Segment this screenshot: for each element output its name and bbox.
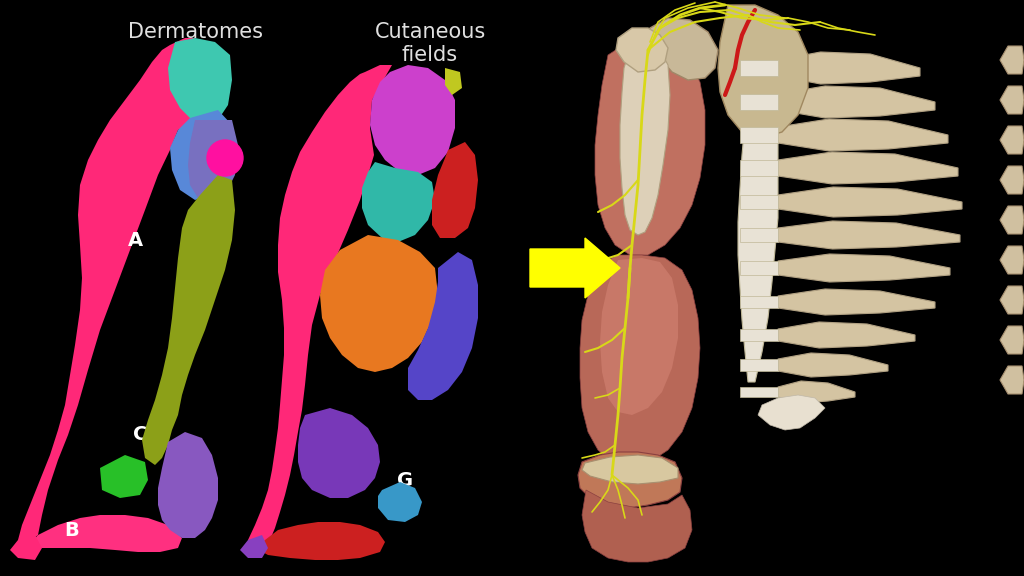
- Polygon shape: [758, 395, 825, 430]
- Text: C: C: [133, 426, 147, 445]
- Polygon shape: [370, 65, 455, 175]
- Polygon shape: [740, 94, 778, 110]
- FancyArrow shape: [530, 238, 620, 298]
- Polygon shape: [1000, 206, 1024, 234]
- Polygon shape: [620, 48, 670, 235]
- Text: D: D: [172, 309, 188, 328]
- Polygon shape: [1000, 286, 1024, 314]
- Polygon shape: [740, 127, 778, 143]
- Polygon shape: [778, 381, 855, 403]
- Polygon shape: [582, 490, 692, 562]
- Polygon shape: [170, 110, 232, 200]
- Polygon shape: [740, 228, 778, 242]
- Polygon shape: [740, 60, 778, 76]
- Polygon shape: [188, 120, 238, 200]
- Circle shape: [207, 140, 243, 176]
- Polygon shape: [378, 482, 422, 522]
- Polygon shape: [255, 522, 385, 560]
- Polygon shape: [778, 52, 920, 84]
- Polygon shape: [778, 254, 950, 282]
- Polygon shape: [1000, 86, 1024, 114]
- Polygon shape: [158, 432, 218, 538]
- Polygon shape: [18, 38, 195, 545]
- Polygon shape: [778, 152, 958, 184]
- Text: B: B: [65, 521, 80, 540]
- Text: G: G: [397, 471, 413, 490]
- Polygon shape: [778, 221, 961, 249]
- Polygon shape: [740, 359, 778, 371]
- Polygon shape: [319, 235, 438, 372]
- Polygon shape: [778, 187, 962, 217]
- Polygon shape: [778, 353, 888, 377]
- Polygon shape: [616, 28, 668, 72]
- Text: F: F: [334, 458, 347, 478]
- Polygon shape: [740, 296, 778, 308]
- Polygon shape: [142, 175, 234, 465]
- Text: H: H: [434, 355, 451, 374]
- Polygon shape: [1000, 326, 1024, 354]
- Polygon shape: [755, 412, 1024, 576]
- Polygon shape: [408, 252, 478, 400]
- Text: Cutaneous
fields: Cutaneous fields: [375, 22, 485, 65]
- Polygon shape: [778, 289, 935, 315]
- Polygon shape: [248, 65, 392, 550]
- Polygon shape: [778, 322, 915, 348]
- Polygon shape: [1000, 46, 1024, 74]
- Polygon shape: [1000, 126, 1024, 154]
- Polygon shape: [778, 119, 948, 151]
- Polygon shape: [718, 5, 808, 138]
- Polygon shape: [740, 195, 778, 209]
- Text: A: A: [127, 230, 142, 249]
- Polygon shape: [445, 148, 468, 188]
- Polygon shape: [740, 261, 778, 275]
- Polygon shape: [595, 40, 705, 255]
- Polygon shape: [298, 408, 380, 498]
- Polygon shape: [1000, 166, 1024, 194]
- Polygon shape: [740, 387, 778, 397]
- Polygon shape: [240, 535, 268, 558]
- Polygon shape: [445, 68, 462, 95]
- Polygon shape: [778, 86, 935, 118]
- Polygon shape: [600, 258, 678, 415]
- Polygon shape: [738, 55, 778, 382]
- Polygon shape: [578, 452, 682, 508]
- Polygon shape: [650, 18, 718, 80]
- Polygon shape: [432, 142, 478, 238]
- Polygon shape: [582, 455, 678, 484]
- Polygon shape: [740, 329, 778, 341]
- Polygon shape: [580, 255, 700, 465]
- Polygon shape: [100, 455, 148, 498]
- Polygon shape: [28, 515, 182, 552]
- Polygon shape: [740, 160, 778, 176]
- Text: E: E: [361, 301, 375, 320]
- Polygon shape: [362, 162, 435, 242]
- Polygon shape: [168, 38, 232, 125]
- Polygon shape: [10, 535, 42, 560]
- Polygon shape: [1000, 366, 1024, 394]
- Polygon shape: [1000, 246, 1024, 274]
- Text: Dermatomes: Dermatomes: [128, 22, 262, 42]
